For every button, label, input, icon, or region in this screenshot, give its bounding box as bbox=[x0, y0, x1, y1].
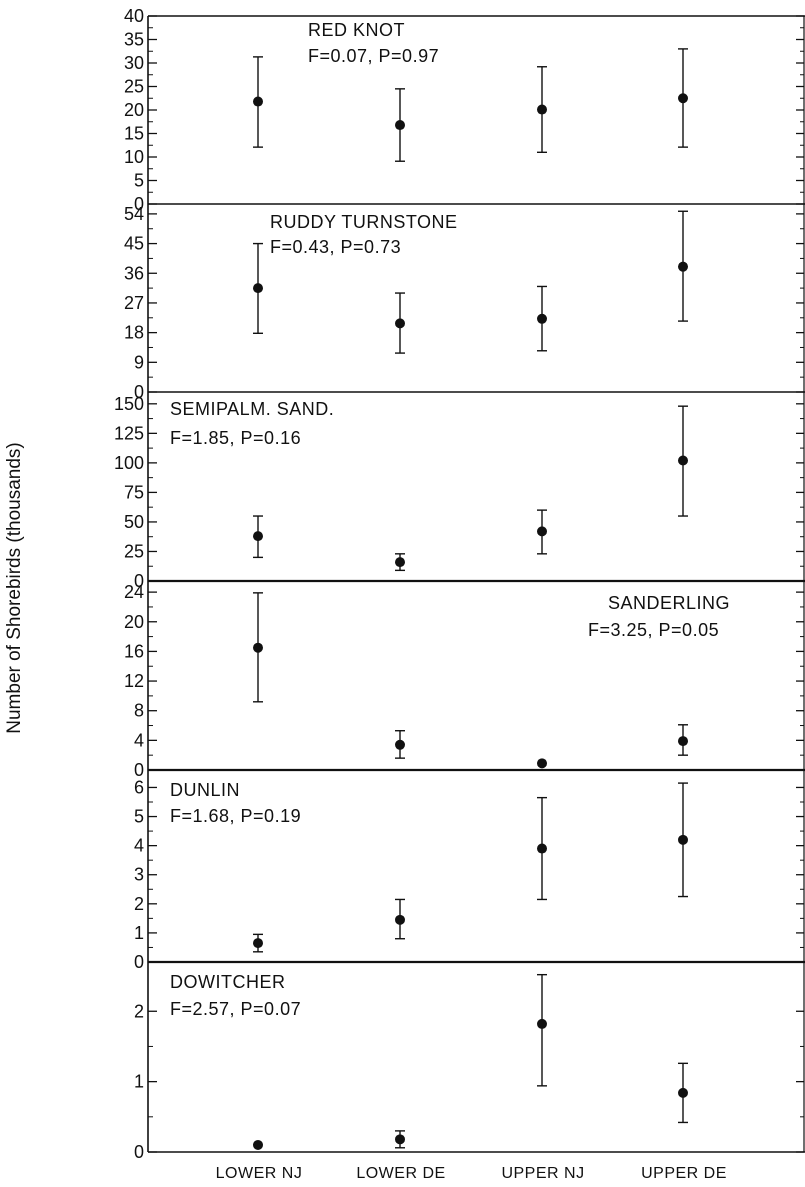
y-tick-label: 50 bbox=[124, 512, 144, 532]
y-tick-label: 27 bbox=[124, 293, 144, 313]
y-tick-label: 30 bbox=[124, 53, 144, 73]
y-tick-label: 2 bbox=[134, 894, 144, 914]
y-tick-label: 0 bbox=[134, 1142, 144, 1162]
y-tick-label: 150 bbox=[114, 394, 144, 414]
data-point bbox=[253, 96, 263, 107]
data-point bbox=[537, 843, 547, 854]
y-tick-label: 35 bbox=[124, 30, 144, 50]
y-tick-label: 25 bbox=[124, 541, 144, 561]
species-label: SANDERLING bbox=[608, 593, 730, 613]
data-point bbox=[678, 736, 688, 747]
y-tick-label: 0 bbox=[134, 571, 144, 591]
x-category-label: LOWER DE bbox=[356, 1165, 445, 1182]
y-tick-label: 16 bbox=[124, 641, 144, 661]
species-label: DUNLIN bbox=[170, 780, 240, 800]
data-point bbox=[253, 642, 263, 653]
y-tick-label: 4 bbox=[134, 836, 144, 856]
y-tick-label: 18 bbox=[124, 323, 144, 343]
data-point bbox=[537, 104, 547, 115]
stats-label: F=3.25, P=0.05 bbox=[588, 620, 719, 640]
data-point bbox=[537, 526, 547, 537]
y-tick-label: 40 bbox=[124, 6, 144, 26]
stats-label: F=0.07, P=0.97 bbox=[308, 46, 439, 66]
y-tick-label: 6 bbox=[134, 777, 144, 797]
data-point bbox=[537, 313, 547, 324]
y-tick-label: 100 bbox=[114, 453, 144, 473]
y-tick-label: 15 bbox=[124, 124, 144, 144]
y-tick-label: 5 bbox=[134, 807, 144, 827]
y-tick-label: 1 bbox=[134, 923, 144, 943]
data-point bbox=[678, 261, 688, 272]
data-point bbox=[395, 1134, 405, 1145]
x-category-label: UPPER DE bbox=[641, 1165, 727, 1182]
y-tick-label: 4 bbox=[134, 730, 144, 750]
y-tick-label: 75 bbox=[124, 482, 144, 502]
y-tick-label: 2 bbox=[134, 1001, 144, 1021]
data-point bbox=[253, 283, 263, 294]
y-tick-label: 36 bbox=[124, 263, 144, 283]
y-tick-label: 12 bbox=[124, 671, 144, 691]
data-point bbox=[395, 739, 405, 750]
y-tick-label: 3 bbox=[134, 865, 144, 885]
y-tick-label: 8 bbox=[134, 701, 144, 721]
data-point bbox=[395, 914, 405, 925]
y-tick-label: 20 bbox=[124, 100, 144, 120]
y-tick-label: 0 bbox=[134, 194, 144, 214]
data-point bbox=[678, 1087, 688, 1098]
data-point bbox=[537, 1018, 547, 1029]
y-tick-label: 54 bbox=[124, 204, 144, 224]
y-tick-label: 24 bbox=[124, 582, 144, 602]
data-point bbox=[395, 557, 405, 568]
y-axis-label: Number of Shorebirds (thousands) bbox=[4, 442, 25, 733]
x-category-label: LOWER NJ bbox=[216, 1165, 303, 1182]
y-tick-label: 0 bbox=[134, 760, 144, 780]
species-label: RUDDY TURNSTONE bbox=[270, 212, 458, 232]
species-label: RED KNOT bbox=[308, 20, 405, 40]
data-point bbox=[395, 120, 405, 131]
y-tick-label: 5 bbox=[134, 171, 144, 191]
data-point bbox=[253, 938, 263, 949]
y-tick-label: 0 bbox=[134, 382, 144, 402]
data-point bbox=[678, 93, 688, 104]
y-tick-label: 25 bbox=[124, 77, 144, 97]
x-category-label: UPPER NJ bbox=[501, 1165, 584, 1182]
y-tick-label: 1 bbox=[134, 1072, 144, 1092]
y-tick-label: 10 bbox=[124, 147, 144, 167]
data-point bbox=[537, 758, 547, 769]
stats-label: F=0.43, P=0.73 bbox=[270, 237, 401, 257]
stats-label: F=1.85, P=0.16 bbox=[170, 428, 301, 448]
y-tick-label: 0 bbox=[134, 952, 144, 972]
species-label: SEMIPALM. SAND. bbox=[170, 399, 334, 419]
data-point bbox=[253, 1139, 263, 1150]
stats-label: F=2.57, P=0.07 bbox=[170, 999, 301, 1019]
data-point bbox=[678, 455, 688, 466]
y-tick-label: 20 bbox=[124, 612, 144, 632]
y-tick-label: 9 bbox=[134, 352, 144, 372]
data-point bbox=[678, 834, 688, 845]
y-tick-label: 45 bbox=[124, 234, 144, 254]
y-tick-label: 125 bbox=[114, 423, 144, 443]
species-label: DOWITCHER bbox=[170, 972, 286, 992]
data-point bbox=[253, 531, 263, 542]
data-point bbox=[395, 318, 405, 329]
stats-label: F=1.68, P=0.19 bbox=[170, 806, 301, 826]
